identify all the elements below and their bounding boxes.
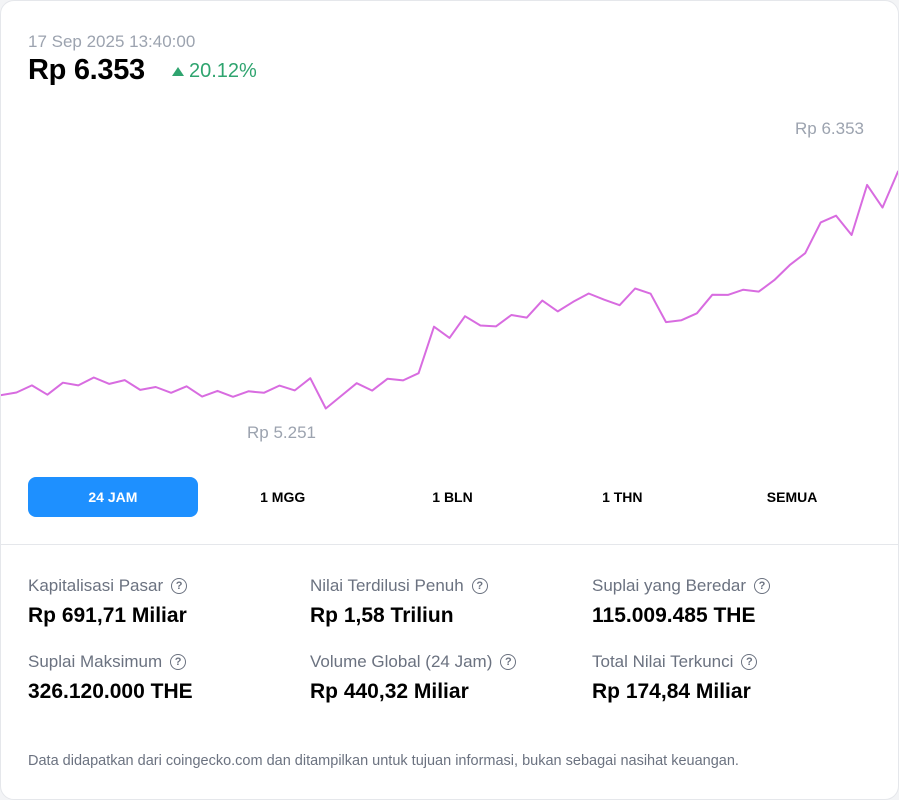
stat-label: Nilai Terdilusi Penuh (310, 576, 464, 595)
tab-1-mgg[interactable]: 1 MGG (260, 489, 306, 505)
high-label: Rp 6.353 (795, 119, 864, 138)
stat-total-value-locked: Total Nilai Terkunci? Rp 174,84 Miliar (592, 650, 874, 704)
disclaimer: Data didapatkan dari coingecko.com dan d… (28, 753, 739, 769)
help-icon[interactable]: ? (741, 654, 758, 670)
stat-market-cap: Kapitalisasi Pasar? Rp 691,71 Miliar (28, 574, 310, 628)
stat-value: Rp 174,84 Miliar (592, 680, 751, 703)
low-label: Rp 5.251 (247, 423, 316, 442)
tab-1-bln[interactable]: 1 BLN (432, 489, 473, 505)
tab-24-jam[interactable]: 24 JAM (28, 477, 198, 517)
price-change-value: 20.12% (189, 60, 257, 82)
stat-value: Rp 691,71 Miliar (28, 604, 187, 627)
help-icon[interactable]: ? (754, 578, 771, 594)
help-icon[interactable]: ? (170, 654, 187, 670)
price-line (1, 170, 898, 410)
stat-max-supply: Suplai Maksimum? 326.120.000 THE (28, 650, 310, 704)
price-change: 20.12% (172, 60, 257, 83)
arrow-up-icon (172, 66, 184, 76)
stat-label: Suplai yang Beredar (592, 576, 747, 595)
stat-fully-diluted: Nilai Terdilusi Penuh? Rp 1,58 Triliun (310, 574, 592, 628)
stat-value: 115.009.485 THE (592, 604, 756, 627)
current-price: Rp 6.353 (28, 54, 145, 86)
stat-label: Volume Global (24 Jam) (310, 652, 493, 671)
timestamp: 17 Sep 2025 13:40:00 (28, 32, 196, 51)
stat-value: Rp 440,32 Miliar (310, 680, 469, 703)
tab-1-thn[interactable]: 1 THN (602, 489, 643, 505)
help-icon[interactable]: ? (171, 578, 188, 594)
divider (1, 544, 898, 545)
tab-semua[interactable]: SEMUA (766, 489, 818, 505)
price-chart[interactable]: Rp 6.353 Rp 5.251 (1, 111, 899, 451)
period-tabs: 24 JAM 1 MGG 1 BLN 1 THN SEMUA (28, 477, 877, 517)
help-icon[interactable]: ? (471, 578, 488, 594)
stat-global-volume: Volume Global (24 Jam)? Rp 440,32 Miliar (310, 650, 592, 704)
stat-value: Rp 1,58 Triliun (310, 604, 454, 627)
stat-label: Kapitalisasi Pasar (28, 576, 164, 595)
stat-value: 326.120.000 THE (28, 680, 193, 703)
stats-grid: Kapitalisasi Pasar? Rp 691,71 Miliar Nil… (28, 574, 898, 704)
stat-label: Suplai Maksimum (28, 652, 163, 671)
help-icon[interactable]: ? (500, 654, 517, 670)
stat-circulating-supply: Suplai yang Beredar? 115.009.485 THE (592, 574, 874, 628)
stat-label: Total Nilai Terkunci (592, 652, 734, 671)
